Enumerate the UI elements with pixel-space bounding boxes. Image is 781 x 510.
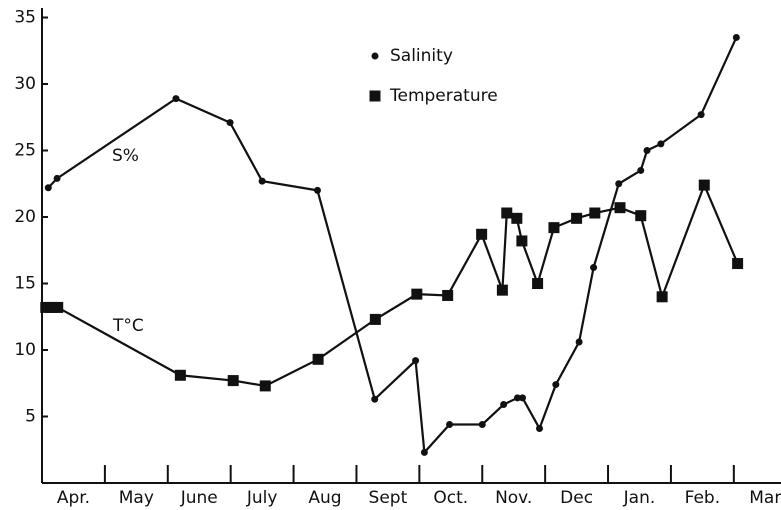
point: [535, 424, 543, 432]
point: [172, 95, 180, 103]
point: [516, 235, 528, 247]
point: [571, 212, 583, 224]
point: [656, 291, 668, 303]
point: [496, 284, 508, 296]
y-tick-label: 25: [14, 141, 36, 161]
point: [635, 210, 647, 222]
x-tick-label: Jan.: [623, 488, 656, 508]
point: [44, 184, 52, 192]
y-tick-label: 15: [14, 274, 36, 294]
point: [46, 301, 58, 313]
point: [500, 401, 508, 409]
point: [657, 140, 665, 148]
point: [442, 289, 454, 301]
point: [637, 166, 645, 174]
point: [478, 420, 486, 428]
point: [476, 228, 488, 240]
x-tick-label: Apr.: [57, 488, 90, 508]
point: [643, 147, 651, 154]
x-tick-label: Mar: [749, 488, 781, 508]
point: [313, 186, 321, 194]
point: [446, 420, 454, 428]
y-tick-label: 30: [14, 74, 36, 94]
x-tick-label: Feb.: [685, 488, 721, 508]
point: [698, 179, 710, 191]
point: [312, 353, 324, 365]
legend-marker: [371, 52, 379, 60]
legend-marker: [369, 90, 381, 102]
point: [697, 111, 705, 119]
series-line: [45, 182, 739, 388]
point: [412, 357, 420, 365]
x-tick-label: June: [180, 488, 218, 508]
point: [40, 301, 52, 313]
point: [227, 375, 239, 387]
point: [420, 448, 428, 456]
x-tick-label: May: [119, 488, 154, 508]
point: [226, 119, 234, 127]
point: [732, 258, 744, 270]
point: [575, 338, 583, 346]
point: [501, 207, 513, 219]
annotation: T°C: [112, 316, 144, 336]
legend-label: Salinity: [390, 46, 453, 66]
point: [548, 222, 560, 234]
point: [53, 174, 61, 182]
point: [519, 394, 527, 402]
point: [513, 394, 521, 402]
y-tick-label: 20: [14, 207, 36, 227]
y-tick-label: 10: [14, 340, 36, 360]
point: [589, 207, 601, 219]
point: [552, 381, 560, 389]
point: [174, 369, 186, 381]
x-tick-label: Oct.: [433, 488, 468, 508]
x-tick-label: Dec: [560, 488, 593, 508]
legend-label: Temperature: [389, 86, 498, 106]
point: [614, 202, 626, 214]
y-tick-label: 35: [14, 8, 36, 28]
point: [532, 278, 544, 289]
x-tick-label: Nov.: [495, 488, 532, 508]
point: [590, 264, 598, 272]
point: [371, 395, 379, 403]
point: [615, 180, 623, 188]
point: [411, 288, 423, 300]
x-tick-label: Aug: [308, 488, 341, 508]
point: [258, 177, 266, 185]
x-tick-label: Sept: [369, 488, 408, 508]
annotation: S%: [112, 146, 139, 166]
point: [52, 301, 64, 313]
point: [259, 380, 271, 392]
y-tick-label: 5: [25, 407, 36, 427]
point: [369, 313, 381, 325]
point: [732, 33, 740, 41]
point: [511, 212, 523, 224]
x-tick-label: July: [246, 488, 278, 508]
